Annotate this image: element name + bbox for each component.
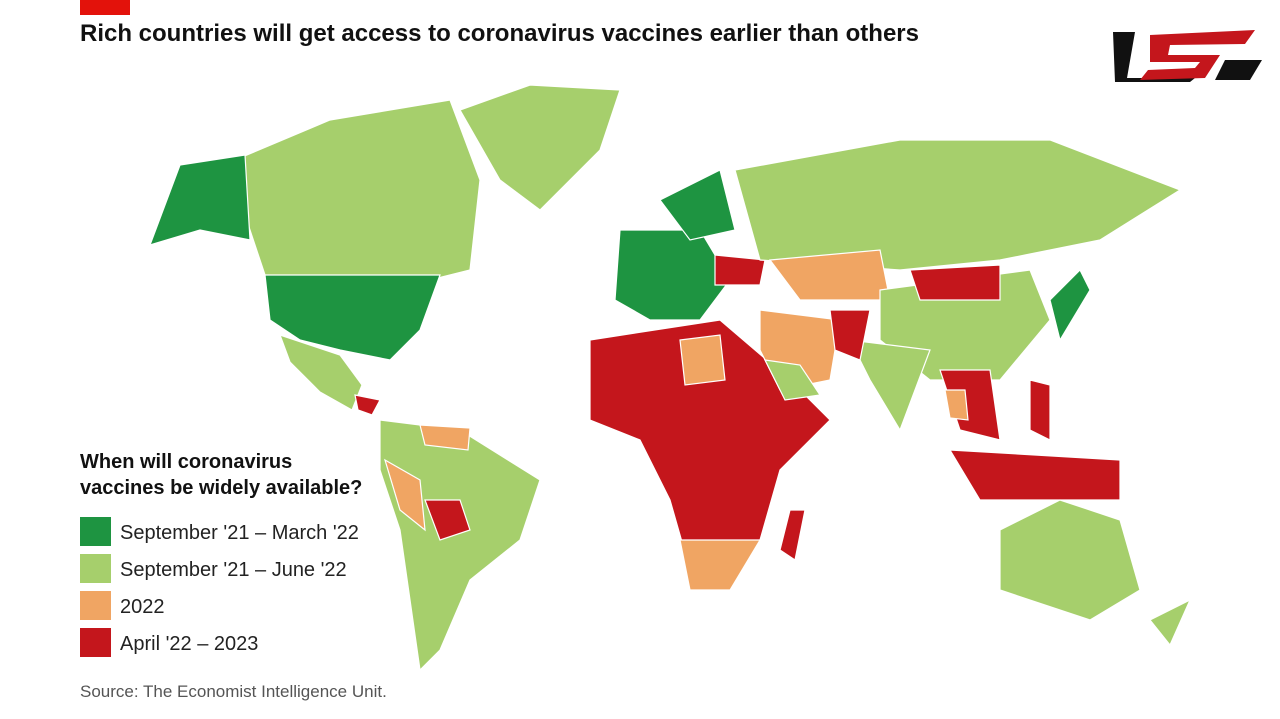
legend-title: vaccines be widely available?: [80, 477, 362, 499]
thailand: [944, 389, 969, 421]
legend-label: 2022: [120, 596, 165, 618]
australia: [999, 499, 1141, 621]
ukraine: [714, 254, 766, 286]
logo-shape: [1215, 60, 1262, 80]
legend-label: September '21 – March '22: [120, 522, 359, 544]
legend-swatch: [80, 554, 111, 583]
legend: September '21 – March '22 September '21 –…: [80, 517, 359, 657]
venezuela: [419, 424, 471, 451]
central-america: [354, 394, 381, 416]
usa: [264, 274, 441, 361]
indonesia: [948, 449, 1121, 501]
legend-swatch: [80, 591, 111, 620]
source: Source: The Economist Intelligence Unit.: [80, 682, 387, 701]
logo: [1113, 30, 1262, 82]
greenland: [459, 84, 621, 211]
world-map: [149, 84, 1192, 672]
legend-swatch: [80, 628, 111, 657]
legend-title: When will coronavirus: [80, 451, 292, 473]
legend-label: April '22 – 2023: [120, 633, 258, 655]
japan: [1049, 268, 1091, 342]
peru: [383, 458, 426, 532]
alaska: [149, 154, 251, 246]
southern-africa: [679, 539, 762, 591]
economist-tag: [80, 0, 130, 15]
libya: [679, 334, 726, 386]
madagascar: [779, 509, 806, 561]
philippines: [1029, 379, 1051, 441]
pakistan: [829, 309, 871, 361]
new-zealand: [1149, 598, 1192, 647]
india: [848, 339, 931, 432]
legend-swatch: [80, 517, 111, 546]
scandinavia: [659, 169, 736, 241]
mongolia: [909, 264, 1001, 301]
logo-shape: [1113, 32, 1195, 82]
arabia: [763, 359, 822, 401]
legend-label: September '21 – June '22: [120, 559, 347, 581]
bolivia: [424, 499, 471, 541]
logo-shape: [1140, 30, 1255, 80]
mexico: [279, 334, 363, 411]
title: Rich countries will get access to corona…: [80, 20, 919, 47]
